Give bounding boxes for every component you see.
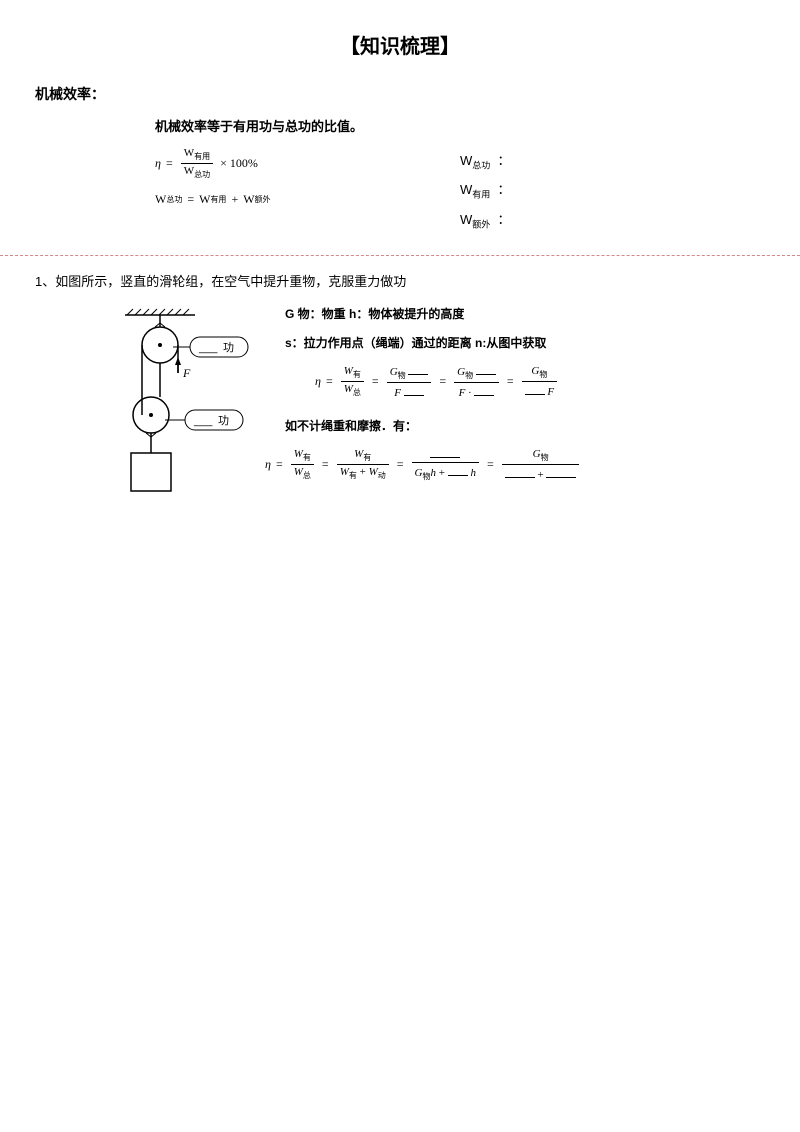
explain-line1: G 物：物重 h：物体被提升的高度 xyxy=(285,305,765,322)
note-line: 如不计绳重和摩擦．有： xyxy=(285,417,765,434)
formula-total: W总功 = W有用 + W额外 xyxy=(155,192,460,207)
svg-text:F: F xyxy=(182,366,191,380)
equation-2: η= W有 W总 = W有 W有 + W动 = G物h + h = G物 + xyxy=(265,446,765,482)
problem-intro: 1、如图所示，竖直的滑轮组，在空气中提升重物，克服重力做功 xyxy=(35,271,765,290)
page-title: 【知识梳理】 xyxy=(35,30,765,59)
section-label: 机械效率： xyxy=(35,84,765,104)
formula-eta: η = W有用 W总功 × 100% xyxy=(155,147,460,180)
equation-1: η= W有 W总 = G物 F = G物 F · = G物 F xyxy=(315,363,765,399)
definition-text: 机械效率等于有用功与总功的比值。 xyxy=(155,116,765,135)
problem-body: F ___ 功 ___ 功 G 物：物重 h：物体被提升的高度 s：拉力作用点（… xyxy=(115,305,765,510)
svg-text:功: 功 xyxy=(218,414,229,427)
svg-text:___: ___ xyxy=(198,342,218,354)
formula-right: W总功 ： W有用 ： W额外 ： xyxy=(460,147,765,235)
svg-text:___: ___ xyxy=(193,415,213,427)
section-divider xyxy=(0,255,800,256)
pulley-diagram: F ___ 功 ___ 功 xyxy=(115,305,270,510)
explain-line2: s：拉力作用点（绳端）通过的距离 n:从图中获取 xyxy=(285,334,765,351)
svg-text:功: 功 xyxy=(223,341,234,354)
problem-text: G 物：物重 h：物体被提升的高度 s：拉力作用点（绳端）通过的距离 n:从图中… xyxy=(285,305,765,510)
formula-left: η = W有用 W总功 × 100% W总功 = W有用 + W额外 xyxy=(155,147,460,235)
formula-area: η = W有用 W总功 × 100% W总功 = W有用 + W额外 W总功 ：… xyxy=(155,147,765,235)
